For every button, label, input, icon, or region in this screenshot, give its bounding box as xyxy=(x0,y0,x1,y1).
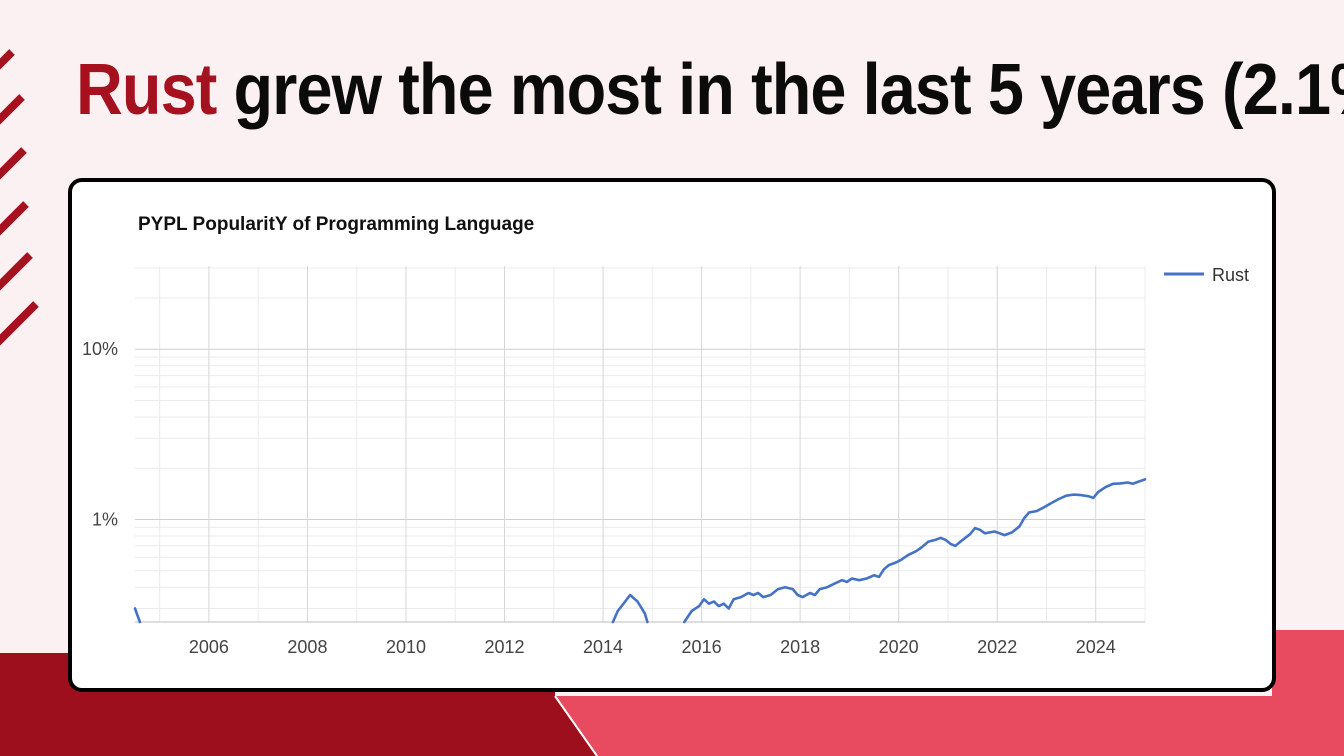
series-line-rust xyxy=(683,478,1147,624)
x-tick-label: 2006 xyxy=(189,637,229,657)
pypl-chart: PYPL PopularitY of Programming Language … xyxy=(82,214,1249,657)
y-tick-label: 10% xyxy=(82,339,118,359)
diagonal-stripes-decoration xyxy=(0,49,39,346)
band-divider xyxy=(554,695,598,756)
series-line-rust xyxy=(133,607,142,624)
series-layer xyxy=(133,478,1147,624)
x-tick-label: 2014 xyxy=(583,637,623,657)
x-tick-label: 2020 xyxy=(879,637,919,657)
x-tick-label: 2022 xyxy=(977,637,1017,657)
y-axis-ticks: 10% 1% xyxy=(82,339,118,529)
x-tick-label: 2024 xyxy=(1076,637,1116,657)
grid-major xyxy=(135,266,1145,623)
background-band-light xyxy=(555,630,1344,756)
grid-minor xyxy=(135,266,1146,622)
headline-rest: grew the most in the last 5 years (2.1%) xyxy=(216,50,1344,130)
headline-accent: Rust xyxy=(76,50,217,130)
x-tick-label: 2010 xyxy=(386,637,426,657)
legend: Rust xyxy=(1164,265,1249,285)
y-tick-label: 1% xyxy=(92,509,118,529)
chart-card: PYPL PopularitY of Programming Language … xyxy=(68,178,1276,692)
headline: Rust grew the most in the last 5 years (… xyxy=(76,42,1344,142)
series-line-rust xyxy=(611,593,649,624)
x-tick-label: 2016 xyxy=(682,637,722,657)
x-tick-label: 2018 xyxy=(780,637,820,657)
chart-title: PYPL PopularitY of Programming Language xyxy=(138,214,534,235)
x-axis-ticks: 2006 2008 2010 2012 2014 2016 2018 2020 2022 2024 xyxy=(189,637,1116,657)
x-tick-label: 2008 xyxy=(287,637,327,657)
legend-label-rust: Rust xyxy=(1212,265,1249,285)
x-tick-label: 2012 xyxy=(484,637,524,657)
